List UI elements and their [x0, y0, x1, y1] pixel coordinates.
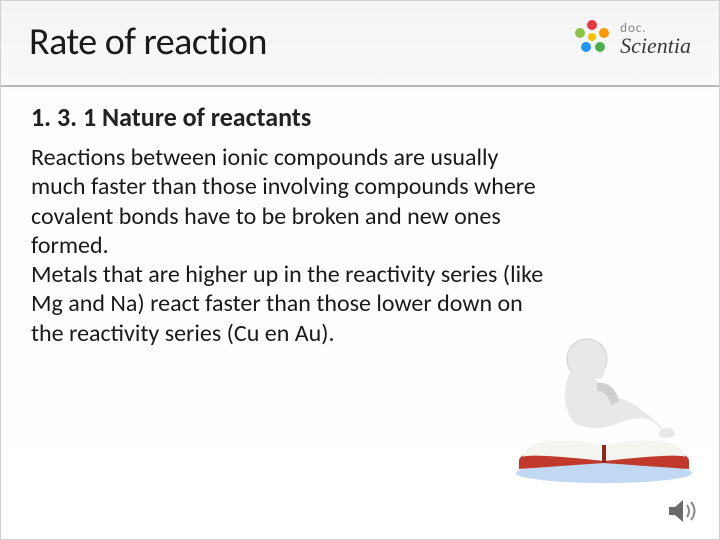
audio-speaker-icon[interactable]	[667, 497, 701, 525]
logo-dot	[588, 33, 596, 41]
body: 1. 3. 1 Nature of reactants Reactions be…	[1, 87, 719, 368]
logo-dot	[599, 28, 609, 38]
logo-dot	[581, 42, 591, 52]
figure-hand	[593, 359, 605, 379]
logo-dot	[575, 28, 585, 38]
brand-logo: doc. Scientia	[570, 17, 691, 61]
header: Rate of reaction doc. Scientia	[1, 1, 719, 87]
book-spine	[602, 445, 606, 463]
illustration	[509, 333, 699, 483]
logo-text-bottom: Scientia	[620, 35, 691, 57]
logo-dot	[595, 42, 605, 52]
logo-dot	[587, 20, 597, 30]
figure-foot	[659, 428, 675, 438]
logo-mark-icon	[570, 17, 614, 61]
figure-body	[565, 373, 667, 433]
reading-figure-icon	[539, 333, 679, 443]
section-subtitle: 1. 3. 1 Nature of reactants	[31, 101, 689, 133]
slide: Rate of reaction doc. Scientia 1. 3. 1 N…	[0, 0, 720, 540]
logo-text: doc. Scientia	[620, 22, 691, 57]
body-paragraph: Reactions between ionic compounds are us…	[31, 143, 551, 348]
